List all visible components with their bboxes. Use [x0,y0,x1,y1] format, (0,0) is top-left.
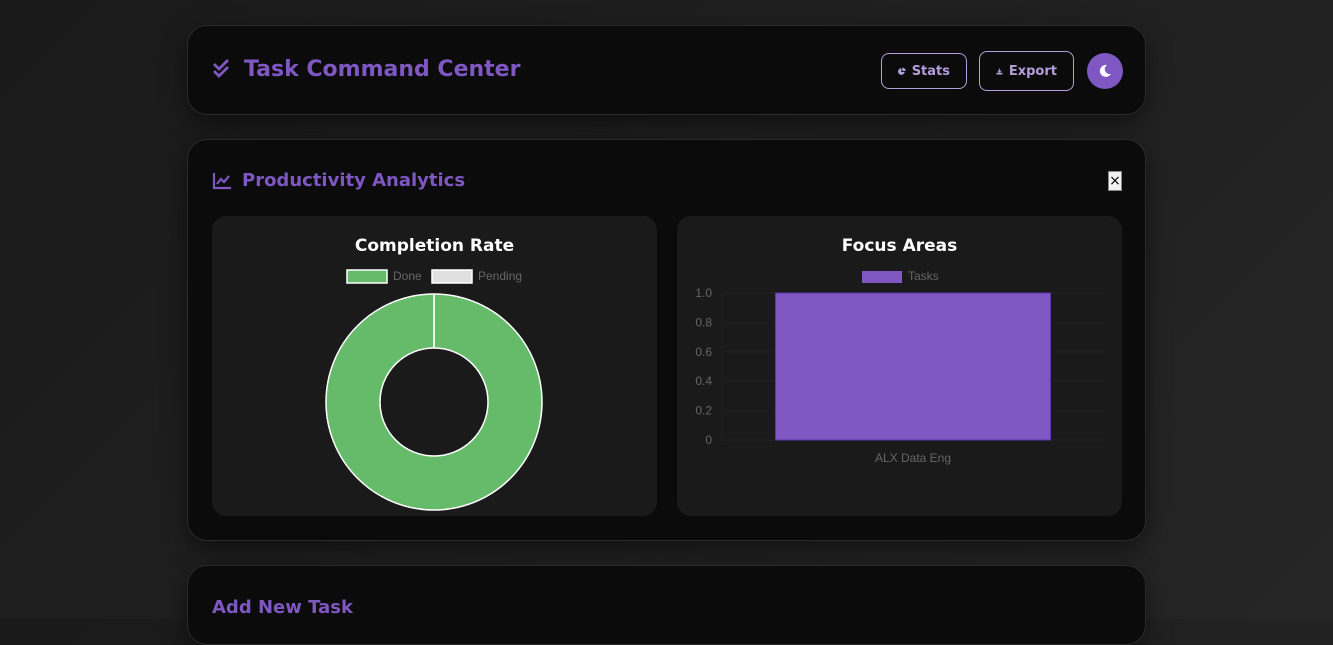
export-button[interactable]: Export [979,51,1074,91]
legend-label-tasks[interactable]: Tasks [908,269,939,283]
legend-swatch-done [346,269,388,284]
focus-chart-title: Focus Areas [841,236,958,256]
app-title: Task Command Center [212,57,520,82]
add-task-title: Add New Task [212,597,353,618]
x-tick-label: ALX Data Eng [875,451,951,465]
pie-chart-icon [898,67,906,75]
analytics-title-text: Productivity Analytics [242,170,466,191]
focus-bar-chart: Tasks 0 0.2 0.4 0.6 0.8 1.0 ALX Data Eng [695,269,1104,465]
analytics-card: Productivity Analytics × Completion Rate… [187,139,1146,541]
donut-slice-done[interactable] [325,293,543,511]
y-tick-label: 1.0 [695,286,712,300]
theme-toggle-button[interactable] [1087,53,1123,89]
y-tick-label: 0 [705,433,712,447]
add-task-card: Add New Task [187,565,1146,645]
completion-chart-title: Completion Rate [354,236,515,256]
y-tick-label: 0.4 [695,374,712,388]
export-label: Export [1008,63,1057,79]
stats-button[interactable]: Stats [881,53,967,89]
line-chart-icon [212,172,231,189]
analytics-title: Productivity Analytics [212,170,465,191]
header-card: Task Command Center Stats Export [187,25,1146,115]
legend-swatch-tasks [862,271,902,283]
legend-label-done[interactable]: Done [393,269,422,283]
app-title-text: Task Command Center [244,57,521,82]
completion-chart-panel: Completion Rate Done Pending [212,216,657,516]
completion-donut-chart: Done Pending [325,269,543,511]
y-tick-label: 0.8 [695,315,712,329]
double-check-icon [213,58,229,78]
stats-label: Stats [911,63,950,79]
download-icon [996,67,1003,75]
bar-alx-data-eng[interactable] [774,292,1052,441]
close-analytics-button[interactable]: × [1108,171,1122,191]
focus-chart-panel: Focus Areas Tasks 0 0.2 0.4 0.6 0.8 1.0 ALX Da… [677,216,1122,516]
y-tick-label: 0.2 [695,404,712,418]
legend-label-pending[interactable]: Pending [478,269,522,283]
moon-icon [1099,64,1111,77]
y-tick-label: 0.6 [695,345,712,359]
legend-swatch-pending [431,269,473,284]
